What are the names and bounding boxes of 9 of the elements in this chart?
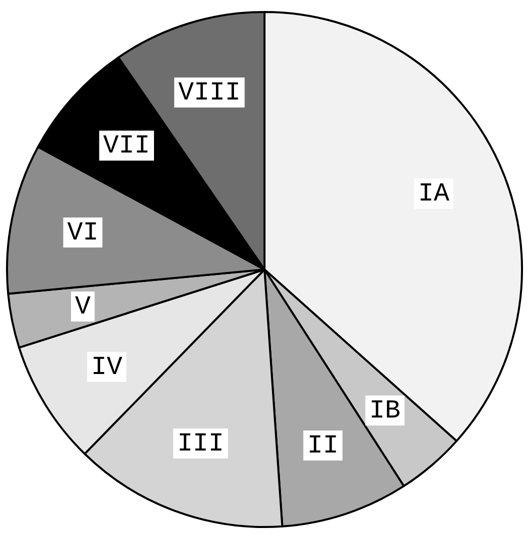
slice-label: II [307, 430, 339, 460]
slice-label: VII [103, 130, 150, 160]
slice-label: IV [91, 352, 123, 382]
slice-label: IB [369, 395, 401, 426]
slice-label: VI [67, 217, 98, 248]
slice-label: VIII [178, 77, 241, 108]
slice-label: III [177, 428, 224, 458]
slice-label: IA [418, 178, 450, 209]
slice-label: V [75, 291, 92, 322]
